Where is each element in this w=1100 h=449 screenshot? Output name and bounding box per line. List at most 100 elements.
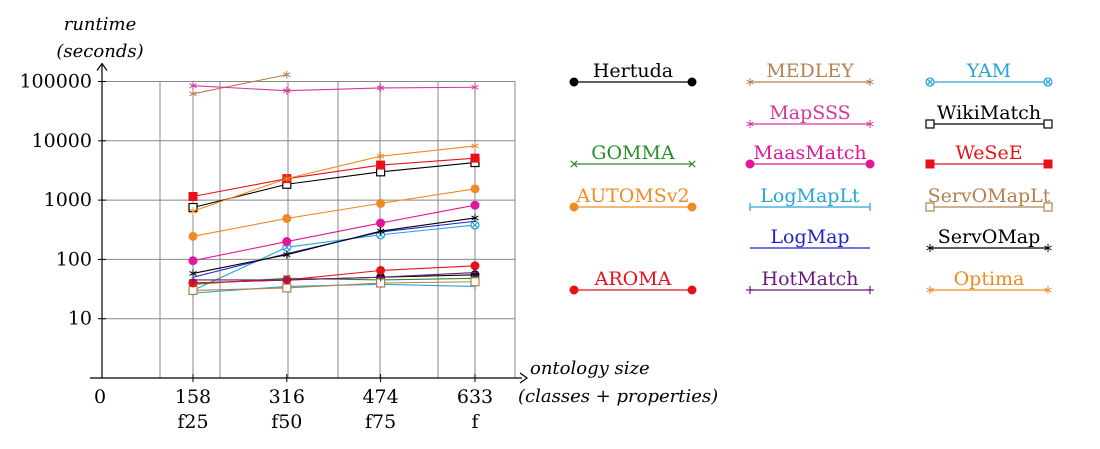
legend-entry-hertuda: Hertuda: [569, 60, 697, 87]
x-tick-sublabel-f25: f25: [177, 411, 208, 433]
y-axis-title-line2: (seconds): [56, 41, 143, 62]
legend-entry-optima: Optima: [926, 268, 1052, 294]
legend-marker-start-optima: [926, 286, 934, 294]
point-maasmatch-474: [376, 218, 386, 228]
point-servomaplt-633: [470, 277, 480, 287]
point-hotmatch-474: [376, 273, 385, 282]
y-axis-arrow: [96, 62, 108, 71]
x-tick-label-474: 474: [362, 386, 398, 408]
legend-marker-end-hertuda: [687, 77, 697, 87]
series-line-yam: [192, 224, 476, 291]
series-servomaplt: [188, 277, 480, 296]
point-maasmatch-633: [470, 200, 480, 210]
point-maasmatch-316: [282, 237, 292, 247]
grid: [102, 81, 516, 378]
y-tick-label-10: 10: [68, 308, 92, 330]
legend-marker-start-wikimatch: [925, 119, 935, 129]
series-hotmatch: [189, 268, 479, 284]
legend-label-yam: YAM: [966, 60, 1011, 82]
x-axis-title-line1: ontology size: [530, 358, 650, 379]
point-automsv2-474: [376, 198, 386, 208]
point-wesee-633: [470, 153, 480, 163]
legend-entry-mapsss: MapSSS: [746, 102, 874, 128]
legend-marker-end-optima: [1044, 286, 1052, 294]
point-mapsss-633: [471, 83, 479, 92]
series-line-medley: [192, 74, 287, 95]
point-optima-633: [471, 141, 479, 150]
series-line-automsv2: [192, 188, 476, 237]
y-axis-title-line1: runtime: [64, 14, 137, 35]
legend-entry-logmaplt: LogMapLt: [749, 185, 871, 211]
legend-marker-start-aroma: [569, 285, 579, 295]
point-medley-316: [283, 70, 291, 79]
legend-label-gomma: GOMMA: [591, 142, 675, 164]
legend-marker-start-yam: [925, 77, 935, 87]
point-hotmatch-316: [282, 275, 291, 284]
x-tick-sublabel-f75: f75: [365, 411, 396, 433]
y-tick-label-100: 100: [56, 248, 92, 270]
legend-marker-end-automsv2: [687, 202, 697, 212]
series-line-wesee: [192, 157, 476, 198]
point-optima-158: [189, 207, 197, 216]
series-maasmatch: [188, 200, 480, 266]
legend-marker-end-mapsss: [866, 120, 874, 128]
legend-label-automsv2: AUTOMSv2: [575, 185, 689, 207]
legend-marker-start-servomap: [926, 244, 934, 252]
legend-marker-start-mapsss: [746, 120, 754, 128]
series-lines: [188, 70, 480, 298]
series-line-mapsss: [192, 85, 476, 92]
series-optima: [189, 141, 479, 216]
legend: Hertuda MEDLEY YAM MapSSS WikiMatch GOMMA Maas…: [569, 60, 1053, 295]
legend-marker-end-hotmatch: [866, 286, 874, 294]
legend-marker-end-wikimatch: [1043, 119, 1053, 129]
axes: 10 100 1000 10000 100000 0 158 f25 316 f50 474 f75 6…: [19, 62, 529, 433]
point-servomaplt-316: [282, 283, 292, 293]
legend-entry-medley: MEDLEY: [746, 60, 874, 86]
point-wesee-474: [376, 160, 386, 170]
point-optima-316: [283, 174, 291, 183]
series-line-wikimatch: [192, 161, 476, 209]
legend-entry-servomaplt: ServOMapLt: [925, 185, 1053, 212]
legend-marker-end-servomaplt: [1043, 202, 1053, 212]
point-optima-474: [376, 152, 385, 161]
x-axis-title-line2: (classes + properties): [518, 386, 718, 407]
y-tick-label-1000: 1000: [44, 189, 92, 211]
legend-entry-gomma: GOMMA: [570, 142, 696, 168]
legend-marker-start-hotmatch: [746, 286, 754, 294]
legend-label-mapsss: MapSSS: [769, 102, 850, 124]
legend-label-servomaplt: ServOMapLt: [928, 185, 1051, 207]
series-line-maasmatch: [192, 204, 476, 262]
point-mapsss-158: [189, 81, 197, 90]
point-mapsss-316: [283, 86, 291, 95]
series-line-optima: [192, 145, 476, 212]
point-automsv2-633: [470, 184, 480, 194]
legend-label-servomap: ServOMap: [938, 226, 1041, 248]
x-tick-label-158: 158: [175, 386, 211, 408]
x-tick-label-316: 316: [269, 386, 305, 408]
series-line-aroma: [192, 265, 476, 284]
point-maasmatch-158: [188, 256, 198, 266]
legend-entry-maasmatch: MaasMatch: [745, 142, 875, 169]
legend-marker-end-maasmatch: [865, 159, 875, 169]
legend-entry-automsv2: AUTOMSv2: [569, 185, 697, 212]
legend-marker-start-medley: [746, 78, 754, 86]
legend-label-optima: Optima: [954, 268, 1025, 290]
x-tick-sublabel-f: f: [471, 411, 480, 433]
legend-marker-start-maasmatch: [745, 159, 755, 169]
legend-entry-servomap: ServOMap: [926, 226, 1052, 252]
series-wesee: [188, 153, 480, 202]
point-hotmatch-158: [189, 275, 197, 284]
legend-marker-end-medley: [866, 78, 874, 86]
point-hotmatch-633: [471, 268, 479, 277]
point-mapsss-474: [376, 83, 385, 92]
series-line-servomaplt: [192, 281, 476, 291]
legend-marker-end-yam: [1043, 77, 1053, 87]
legend-marker-end-servomap: [1044, 244, 1052, 252]
legend-entry-wikimatch: WikiMatch: [925, 102, 1053, 129]
series-automsv2: [188, 184, 480, 241]
legend-marker-end-wesee: [1043, 159, 1053, 169]
point-servomap-474: [376, 227, 385, 236]
y-tick-label-10000: 10000: [32, 130, 92, 152]
y-tick-label-100000: 100000: [19, 71, 92, 93]
